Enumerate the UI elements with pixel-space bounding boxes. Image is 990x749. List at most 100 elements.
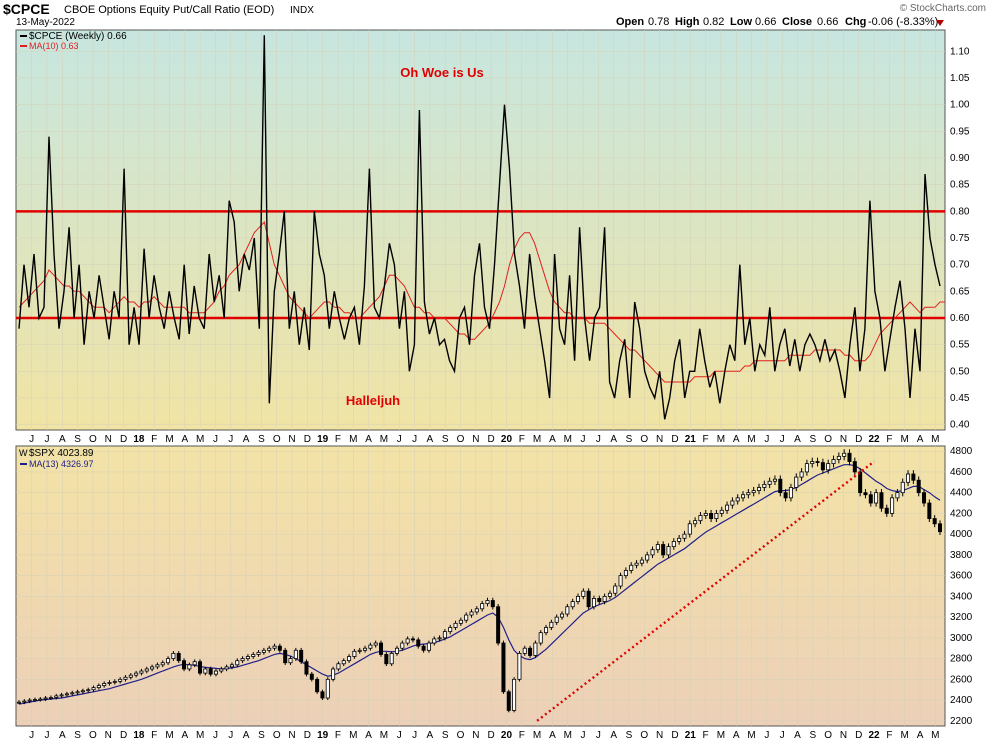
candle-body bbox=[219, 668, 224, 672]
candle-body bbox=[464, 614, 469, 621]
candle-body bbox=[171, 653, 176, 659]
candle-body bbox=[240, 658, 245, 662]
y-tick-label: 3400 bbox=[950, 591, 973, 602]
x-tick-label: O bbox=[824, 730, 832, 741]
candle-body bbox=[863, 492, 868, 496]
exchange: INDX bbox=[290, 5, 314, 16]
x-tick-label: J bbox=[596, 730, 601, 741]
x-tick-label: M bbox=[931, 434, 939, 445]
candle-body bbox=[437, 637, 442, 640]
candle-body bbox=[389, 653, 394, 665]
x-tick-label: M bbox=[349, 434, 357, 445]
x-tick-label: S bbox=[74, 730, 81, 741]
x-tick-label: A bbox=[59, 730, 66, 741]
candle-body bbox=[102, 683, 107, 686]
x-tick-label: 20 bbox=[501, 434, 513, 445]
candle-body bbox=[245, 656, 250, 659]
x-tick-label: S bbox=[626, 730, 633, 741]
candle-body bbox=[224, 666, 229, 670]
x-tick-label: A bbox=[917, 434, 924, 445]
cpce-levels bbox=[16, 210, 945, 320]
y-tick-label: 4800 bbox=[950, 446, 973, 457]
candle-body bbox=[645, 554, 650, 561]
x-tick-label: A bbox=[917, 730, 924, 741]
candle-body bbox=[283, 649, 288, 664]
chart-header: $CPCE CBOE Options Equity Put/Call Ratio… bbox=[3, 1, 986, 28]
x-tick-label: S bbox=[74, 434, 81, 445]
candle-body bbox=[826, 463, 831, 471]
candle-body bbox=[607, 592, 612, 597]
x-tick-label: J bbox=[581, 730, 586, 741]
candle-body bbox=[261, 649, 266, 653]
candle-body bbox=[182, 660, 187, 670]
x-tick-label: F bbox=[519, 730, 525, 741]
candle-body bbox=[852, 461, 857, 473]
candle-body bbox=[123, 676, 128, 680]
x-tick-label: O bbox=[824, 434, 832, 445]
cpce-x-axis: J J A S O N D 18 F M A M J J A S O N D 19 F M A M J J A S O N D 20 F M A M J… bbox=[29, 434, 939, 445]
x-tick-label: M bbox=[901, 434, 909, 445]
candle-body bbox=[804, 463, 809, 473]
candle-body bbox=[517, 653, 522, 680]
candle-body bbox=[325, 678, 330, 699]
x-tick-label: M bbox=[564, 730, 572, 741]
candle-body bbox=[91, 687, 96, 691]
candle-body bbox=[836, 455, 841, 460]
candle-body bbox=[331, 668, 336, 680]
candle-body bbox=[363, 647, 368, 651]
candle-body bbox=[75, 691, 80, 694]
x-tick-label: A bbox=[794, 434, 801, 445]
y-tick-label: 1.00 bbox=[950, 100, 970, 111]
spx-y-axis: 2200 2400 2600 2800 3000 3200 3400 3600 3800 4000… bbox=[950, 446, 973, 727]
x-tick-label: J bbox=[397, 434, 402, 445]
cpce-y-axis: 0.40 0.45 0.50 0.55 0.60 0.65 0.70 0.75 0.80 0.85… bbox=[950, 46, 970, 430]
x-tick-label: M bbox=[533, 730, 541, 741]
x-tick-label: M bbox=[747, 434, 755, 445]
y-tick-label: 0.95 bbox=[950, 126, 970, 137]
candle-body bbox=[213, 670, 218, 675]
x-tick-label: N bbox=[840, 730, 847, 741]
candle-body bbox=[421, 645, 426, 651]
cpce-panel bbox=[15, 29, 946, 431]
candle-body bbox=[304, 661, 309, 675]
x-tick-label: J bbox=[780, 730, 785, 741]
x-tick-label: M bbox=[564, 434, 572, 445]
candle-body bbox=[235, 660, 240, 666]
candle-body bbox=[677, 537, 682, 542]
candle-body bbox=[783, 492, 788, 499]
candle-body bbox=[70, 692, 75, 695]
y-tick-label: 2200 bbox=[950, 716, 973, 727]
spx-panel bbox=[15, 445, 946, 727]
x-tick-label: S bbox=[809, 434, 816, 445]
candle-body bbox=[299, 649, 304, 663]
x-tick-label: D bbox=[671, 434, 678, 445]
x-tick-label: J bbox=[596, 434, 601, 445]
x-tick-label: F bbox=[151, 434, 157, 445]
candle-body bbox=[623, 570, 628, 577]
x-tick-label: O bbox=[273, 434, 281, 445]
candle-body bbox=[96, 685, 101, 689]
candle-body bbox=[405, 638, 410, 644]
y-tick-label: 1.05 bbox=[950, 73, 970, 84]
low-value: 0.66 bbox=[755, 16, 776, 28]
x-tick-label: N bbox=[288, 434, 295, 445]
candle-body bbox=[160, 662, 165, 666]
candle-body bbox=[400, 642, 405, 649]
x-tick-label: 18 bbox=[133, 730, 145, 741]
candle-body bbox=[581, 590, 586, 597]
candle-body bbox=[506, 691, 511, 711]
x-tick-label: M bbox=[901, 730, 909, 741]
y-tick-label: 3600 bbox=[950, 571, 973, 582]
y-tick-label: 0.45 bbox=[950, 393, 970, 404]
candle-body bbox=[687, 523, 692, 535]
candle-body bbox=[485, 600, 490, 605]
candle-body bbox=[613, 585, 618, 594]
x-tick-label: A bbox=[243, 730, 250, 741]
candle-body bbox=[309, 673, 314, 680]
candle-body bbox=[22, 700, 27, 703]
candle-body bbox=[198, 661, 203, 674]
candle-body bbox=[336, 663, 341, 670]
x-tick-label: J bbox=[44, 730, 49, 741]
x-tick-label: A bbox=[181, 730, 188, 741]
candle-body bbox=[756, 487, 761, 491]
